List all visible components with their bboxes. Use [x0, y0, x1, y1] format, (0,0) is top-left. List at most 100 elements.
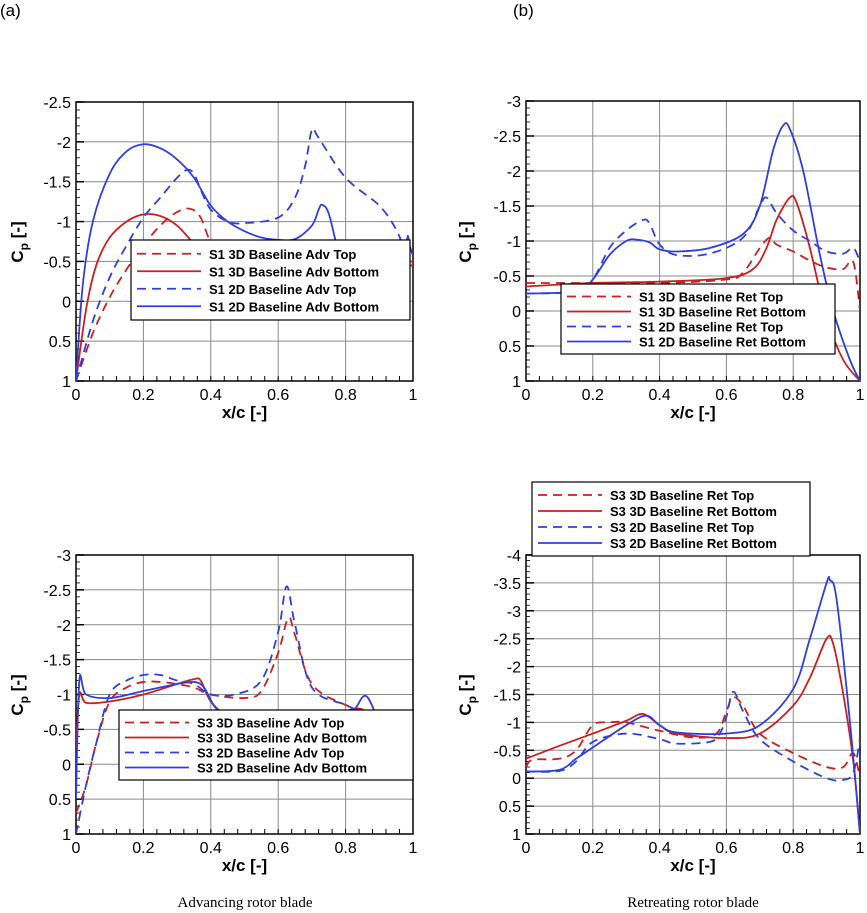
- legend-entry: S1 2D Baseline Adv Bottom: [209, 299, 379, 314]
- x-tick-label: 0.2: [132, 387, 154, 404]
- x-tick-label: 0.4: [200, 387, 222, 404]
- y-axis-label-subscript: p: [17, 696, 31, 703]
- x-tick-label: 0: [522, 387, 531, 404]
- y-tick-label: -1: [507, 715, 521, 732]
- legend-entry: S1 3D Baseline Adv Bottom: [209, 264, 379, 279]
- legend: S1 3D Baseline Adv Top S1 3D Baseline Adv…: [130, 239, 411, 321]
- series-line-s3-2d-baseline-ret-top: [526, 690, 860, 782]
- y-tick-label: -4: [507, 548, 521, 565]
- x-tick-label: 0.2: [582, 840, 604, 857]
- y-tick-label: 1: [62, 374, 71, 391]
- legend-entry: S3 2D Baseline Adv Top: [197, 746, 344, 761]
- x-axis-label: x/c [-]: [670, 403, 715, 422]
- y-tick-label: 0.5: [49, 792, 71, 809]
- y-axis-label-main: C: [456, 250, 475, 262]
- y-tick-label: -2.5: [43, 95, 71, 112]
- y-tick-label: -2: [507, 660, 521, 677]
- legend-entry: S1 2D Baseline Ret Top: [639, 320, 783, 335]
- series-line-s1-2d-baseline-ret-bottom: [526, 122, 860, 381]
- y-tick-label: -1: [57, 215, 71, 232]
- plot-frame: [75, 101, 414, 382]
- legend-entry: S3 3D Baseline Adv Top: [197, 716, 344, 731]
- y-tick-label: -1.5: [43, 175, 71, 192]
- series-line-s1-2d-baseline-ret-top: [526, 196, 860, 295]
- y-tick-label: -1: [507, 234, 521, 251]
- x-axis-label: x/c [-]: [222, 856, 267, 875]
- panel-tag-b: (b): [513, 1, 534, 20]
- legend-entry: S1 3D Baseline Ret Top: [639, 290, 783, 305]
- y-tick-label: 0: [512, 304, 521, 321]
- y-tick-label: -2: [507, 164, 521, 181]
- x-tick-label: 0: [72, 387, 81, 404]
- y-axis-label-unit: [-]: [456, 674, 475, 696]
- y-tick-label: -2.5: [493, 129, 521, 146]
- y-tick-label: -0.5: [43, 722, 71, 739]
- caption-retreating: Retreating rotor blade: [627, 895, 759, 911]
- y-tick-label: -2.5: [493, 632, 521, 649]
- series-line-s3-2d-baseline-adv-top: [76, 585, 413, 834]
- y-axis-label: Cp [-]: [8, 674, 31, 715]
- legend-entry: S3 2D Baseline Ret Bottom: [610, 536, 777, 551]
- x-tick-label: 0.4: [200, 840, 222, 857]
- y-tick-label: 0: [62, 757, 71, 774]
- legend-entry: S1 2D Baseline Ret Bottom: [639, 335, 806, 350]
- y-tick-label: -1.5: [493, 199, 521, 216]
- y-tick-label: -2: [57, 618, 71, 635]
- x-tick-label: 0.2: [582, 387, 604, 404]
- y-tick-label: 0: [62, 294, 71, 311]
- y-tick-label: 0.5: [49, 334, 71, 351]
- x-tick-label: 0.6: [715, 840, 737, 857]
- x-tick-label: 0.6: [267, 840, 289, 857]
- legend-entry: S3 3D Baseline Adv Bottom: [197, 731, 367, 746]
- legend-entry: S1 3D Baseline Adv Top: [209, 247, 356, 262]
- plot-frame: [75, 554, 414, 835]
- legend-entry: S3 2D Baseline Ret Top: [610, 520, 754, 535]
- y-tick-label: -3.5: [493, 576, 521, 593]
- x-tick-label: 1: [856, 840, 865, 857]
- series-line-s3-3d-baseline-adv-top: [76, 616, 413, 814]
- y-tick-label: -1: [57, 688, 71, 705]
- x-tick-label: 0.8: [782, 840, 804, 857]
- x-tick-label: 0.6: [715, 387, 737, 404]
- x-axis-label: x/c [-]: [670, 856, 715, 875]
- y-tick-label: -2.5: [43, 583, 71, 600]
- series-line-s3-3d-baseline-ret-top: [526, 696, 860, 779]
- x-tick-label: 0.8: [334, 387, 356, 404]
- series-line-s1-2d-baseline-adv-top: [76, 127, 413, 381]
- x-tick-label: 1: [856, 387, 865, 404]
- x-tick-label: 1: [409, 387, 418, 404]
- x-tick-label: 0.8: [334, 840, 356, 857]
- y-axis-label-subscript: p: [465, 696, 479, 703]
- y-axis-label-main: C: [8, 703, 27, 715]
- y-axis-label-unit: [-]: [456, 221, 475, 243]
- y-axis-label-main: C: [8, 250, 27, 262]
- y-tick-label: 0: [512, 771, 521, 788]
- y-tick-label: -0.5: [493, 269, 521, 286]
- legend-entry: S1 3D Baseline Ret Bottom: [639, 305, 806, 320]
- y-tick-label: 1: [512, 374, 521, 391]
- y-tick-label: -1.5: [43, 653, 71, 670]
- panel-tag-a: (a): [0, 1, 21, 20]
- y-tick-label: 0.5: [499, 799, 521, 816]
- legend-entry: S1 2D Baseline Adv Top: [209, 282, 356, 297]
- x-tick-label: 0.4: [648, 840, 670, 857]
- y-tick-label: -0.5: [493, 743, 521, 760]
- legend-box: [531, 481, 811, 557]
- y-tick-label: -3: [57, 548, 71, 565]
- y-tick-label: -2: [57, 135, 71, 152]
- chart-panel-bottom-right: 0 0.2 0.4 0.6 0.8 1 -4 -3.5 -3 -2.5 -2 -1.5 -1 -0.5 0 0…: [456, 481, 865, 875]
- plot-frame: [525, 100, 861, 382]
- caption-advancing: Advancing rotor blade: [178, 895, 313, 911]
- x-tick-label: 0.6: [267, 387, 289, 404]
- y-axis-label: Cp [-]: [456, 221, 479, 262]
- x-tick-label: 0.8: [782, 387, 804, 404]
- y-tick-label: -3: [507, 604, 521, 621]
- x-axis-label: x/c [-]: [222, 403, 267, 422]
- y-axis-label-unit: [-]: [8, 674, 27, 696]
- y-axis-label: Cp [-]: [8, 221, 31, 262]
